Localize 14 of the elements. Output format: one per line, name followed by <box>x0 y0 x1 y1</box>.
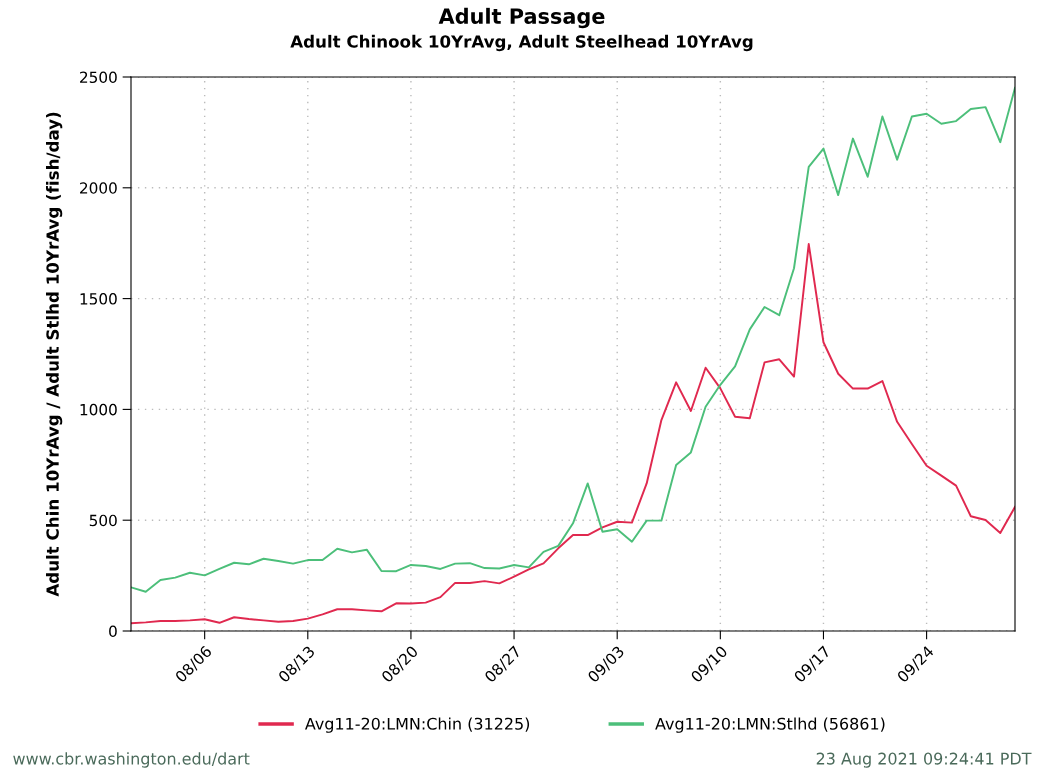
y-tick-label: 2500 <box>80 71 117 84</box>
text: www.cbr.washington.edu/dart <box>13 752 250 768</box>
y-tick-label: 1000 <box>80 403 117 416</box>
line-series <box>131 243 1015 625</box>
y-tick-label: 500 <box>89 514 117 527</box>
y-tick-label: 1500 <box>80 293 117 305</box>
chart-title: Adult Passage <box>438 7 605 29</box>
legend-label: Avg11-20:LMN:Chin (31225) <box>304 717 530 733</box>
legend-label: Avg11-20:LMN:Stlhd (56861) <box>655 717 885 733</box>
y-axis-title: Adult Chin 10YrAvg / Adult Stlhd 10YrAvg (fish/day) <box>46 112 63 597</box>
text: 23 Aug 2021 09:24:41 PDT <box>816 752 1032 768</box>
chart-subtitle: Adult Chinook 10YrAvg, Adult Steelhead 10YrAvg <box>290 34 753 52</box>
y-tick-label: 0 <box>109 625 117 638</box>
y-tick-label: 2000 <box>80 182 117 194</box>
